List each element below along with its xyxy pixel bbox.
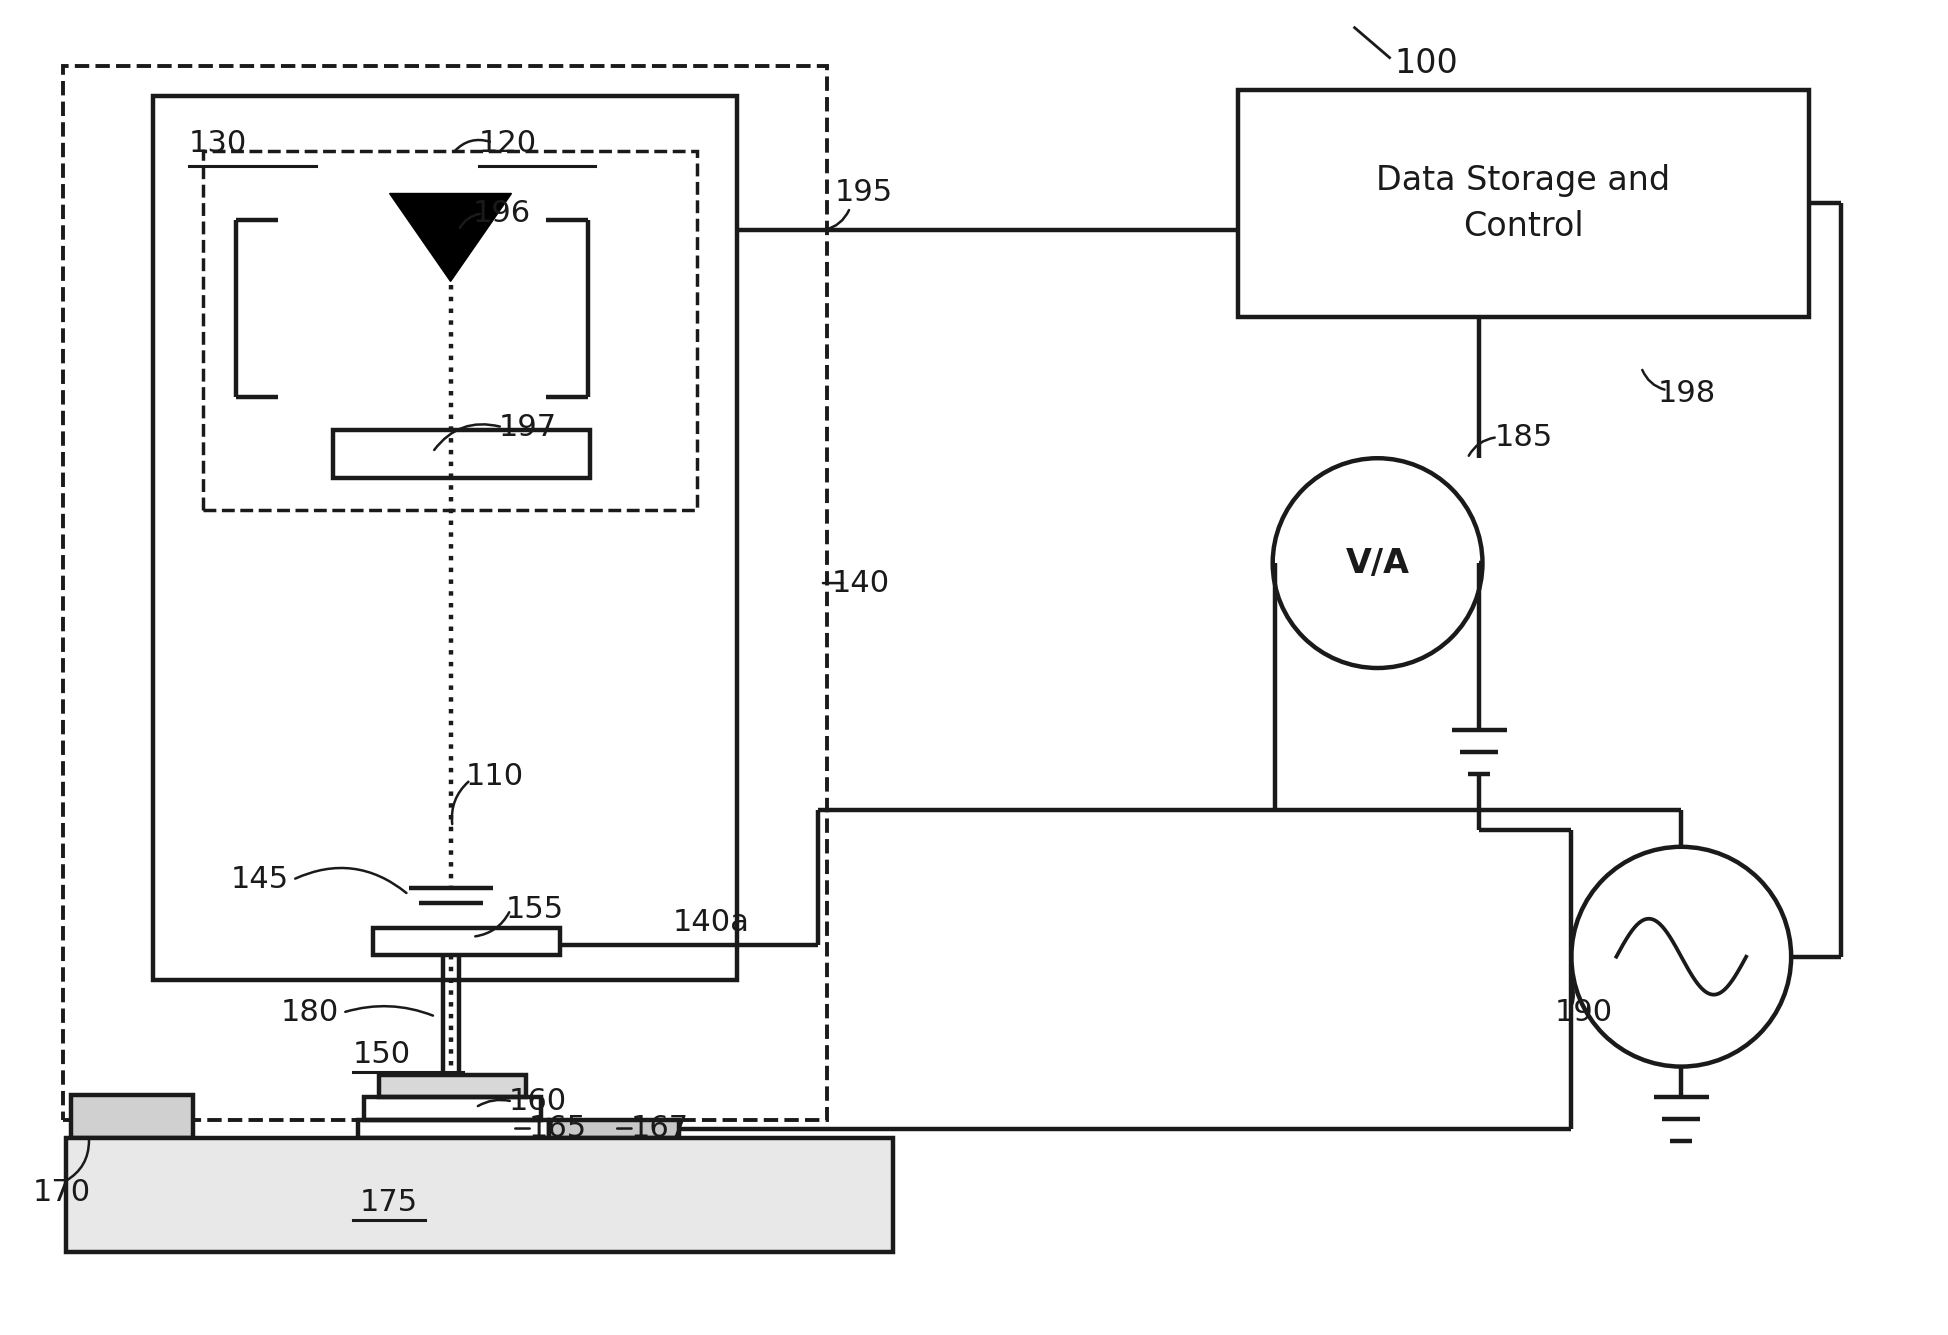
Text: 140a: 140a xyxy=(672,908,748,937)
Text: 110: 110 xyxy=(466,762,524,792)
Bar xyxy=(333,430,590,478)
Bar xyxy=(152,96,736,980)
Text: 155: 155 xyxy=(505,896,563,924)
Text: 195: 195 xyxy=(834,179,892,207)
Text: 185: 185 xyxy=(1494,423,1553,451)
Bar xyxy=(549,1120,680,1137)
Text: 170: 170 xyxy=(33,1177,92,1207)
Bar xyxy=(372,928,561,955)
Bar xyxy=(62,65,826,1120)
Text: 190: 190 xyxy=(1555,999,1611,1027)
Text: 196: 196 xyxy=(471,199,530,228)
Text: 140: 140 xyxy=(832,569,890,598)
Text: 165: 165 xyxy=(528,1113,586,1143)
Text: 120: 120 xyxy=(479,129,536,158)
Bar xyxy=(1237,89,1808,318)
Text: 150: 150 xyxy=(353,1040,411,1069)
Text: 160: 160 xyxy=(508,1087,567,1116)
Bar xyxy=(364,1096,542,1120)
Bar xyxy=(378,1075,526,1096)
Bar xyxy=(66,1137,892,1252)
Text: 167: 167 xyxy=(629,1113,688,1143)
Text: 130: 130 xyxy=(189,129,247,158)
Text: Data Storage and
Control: Data Storage and Control xyxy=(1375,164,1669,243)
Text: 145: 145 xyxy=(230,865,288,894)
Text: 180: 180 xyxy=(281,999,339,1027)
Bar xyxy=(358,1120,549,1137)
Polygon shape xyxy=(390,194,510,282)
Text: 198: 198 xyxy=(1656,379,1714,407)
Text: 197: 197 xyxy=(499,413,557,442)
Text: 175: 175 xyxy=(358,1188,417,1218)
Text: V/A: V/A xyxy=(1344,546,1408,579)
Bar xyxy=(70,1095,193,1137)
Text: 100: 100 xyxy=(1395,47,1457,80)
Bar xyxy=(203,151,697,510)
